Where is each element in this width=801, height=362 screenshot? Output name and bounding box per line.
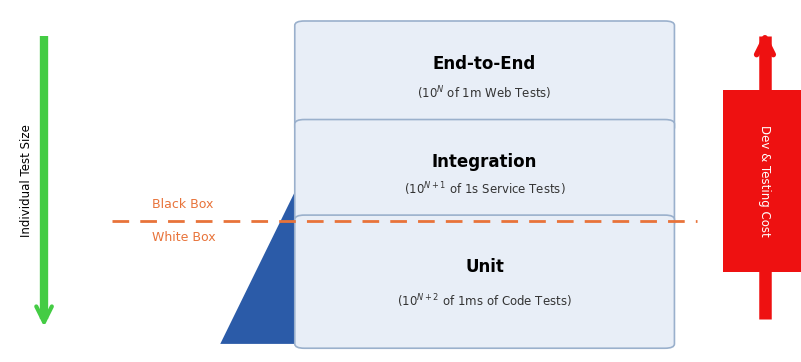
FancyBboxPatch shape: [295, 215, 674, 348]
Polygon shape: [388, 126, 479, 221]
Text: $(10^{N}$ of 1m Web Tests): $(10^{N}$ of 1m Web Tests): [417, 84, 552, 102]
FancyBboxPatch shape: [295, 119, 674, 227]
Polygon shape: [395, 221, 533, 344]
Text: Dev & Testing Cost: Dev & Testing Cost: [759, 125, 771, 237]
Text: Integration: Integration: [432, 152, 537, 171]
FancyBboxPatch shape: [295, 21, 674, 132]
Polygon shape: [380, 25, 437, 126]
Text: White Box: White Box: [152, 231, 215, 244]
Text: Unit: Unit: [465, 258, 504, 276]
Text: $(10^{N+2}$ of 1ms of Code Tests): $(10^{N+2}$ of 1ms of Code Tests): [397, 293, 572, 310]
Text: Individual Test Size: Individual Test Size: [20, 125, 33, 237]
Text: $(10^{N+1}$ of 1s Service Tests): $(10^{N+1}$ of 1s Service Tests): [404, 181, 566, 198]
Text: End-to-End: End-to-End: [433, 55, 536, 73]
Polygon shape: [220, 25, 533, 344]
Text: Black Box: Black Box: [152, 198, 214, 211]
